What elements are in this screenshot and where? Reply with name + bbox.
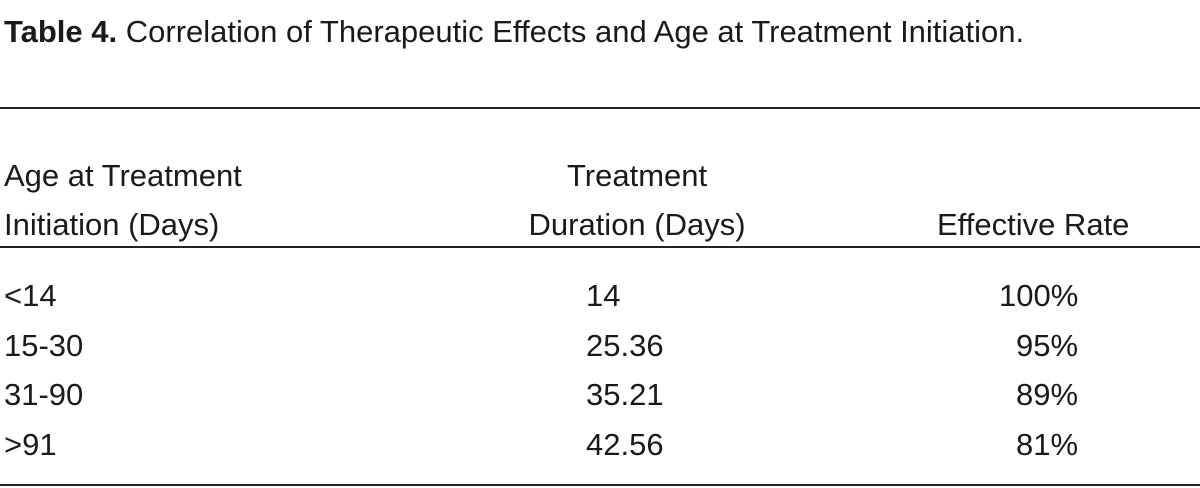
header-cell: Effective Rate xyxy=(937,207,1130,242)
top-rule xyxy=(0,107,1200,109)
header-cell: Duration (Days) xyxy=(528,207,746,242)
header-cell: Initiation (Days) xyxy=(4,207,220,242)
caption-text: Correlation of Therapeutic Effects and A… xyxy=(125,14,1025,49)
header-cell: Age at Treatment xyxy=(4,158,242,193)
cell: 81% xyxy=(1016,426,1079,462)
table-caption: Table 4. Correlation of Therapeutic Effe… xyxy=(4,12,1196,52)
row-label: 31-90 xyxy=(4,377,84,412)
cell: 25.36 xyxy=(586,327,664,363)
cell: 95% xyxy=(1016,327,1079,363)
header-cell: Treatment xyxy=(567,158,708,193)
row-label: 15-30 xyxy=(4,327,84,363)
cell: 100% xyxy=(999,278,1079,313)
cell: 14 xyxy=(586,278,621,313)
cell: 42.56 xyxy=(586,426,664,462)
row-label: <14 xyxy=(4,278,57,313)
cell: 35.21 xyxy=(586,377,664,412)
cell: 89% xyxy=(1016,377,1079,412)
caption-label: Table 4. xyxy=(4,14,118,49)
row-label: >91 xyxy=(4,426,57,462)
header-rule xyxy=(0,246,1200,248)
bottom-rule xyxy=(0,484,1200,486)
